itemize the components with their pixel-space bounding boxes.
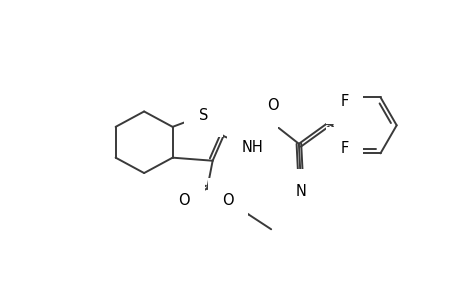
Text: F: F xyxy=(340,141,347,156)
Text: O: O xyxy=(178,193,190,208)
Text: O: O xyxy=(266,98,278,113)
Text: N: N xyxy=(295,184,306,199)
Text: S: S xyxy=(198,108,207,123)
Text: F: F xyxy=(340,94,347,110)
Text: NH: NH xyxy=(241,140,263,155)
Text: O: O xyxy=(222,193,233,208)
